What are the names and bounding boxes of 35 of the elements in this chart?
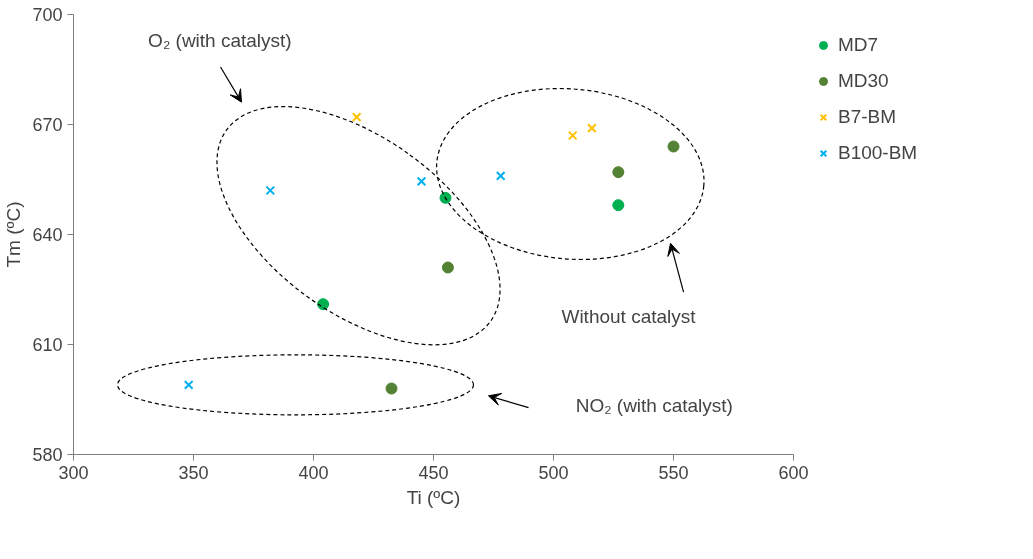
x-axis-title: Ti (ºC) bbox=[406, 486, 461, 508]
point bbox=[385, 382, 398, 395]
legend-label: MD7 bbox=[838, 34, 879, 56]
point bbox=[317, 298, 330, 311]
legend-label: B100-BM bbox=[838, 142, 918, 164]
y-tick-label: 670 bbox=[32, 115, 63, 135]
y-axis-title: Tm (ºC) bbox=[3, 201, 25, 268]
y-tick-label: 700 bbox=[32, 5, 63, 25]
legend-label: B7-BM bbox=[838, 106, 897, 128]
x-tick-label: 500 bbox=[538, 462, 569, 483]
point bbox=[667, 140, 680, 153]
point bbox=[587, 123, 597, 134]
point bbox=[612, 199, 625, 212]
point bbox=[183, 379, 194, 390]
x-tick-label: 550 bbox=[658, 462, 689, 483]
y-tick-label: 640 bbox=[32, 225, 63, 245]
x-tick-label: 450 bbox=[418, 462, 449, 483]
point bbox=[567, 130, 578, 141]
legend-label: MD30 bbox=[838, 70, 889, 92]
point bbox=[441, 261, 454, 274]
x-tick-label: 300 bbox=[58, 462, 89, 483]
point bbox=[265, 185, 276, 196]
x-tick-label: 400 bbox=[298, 462, 329, 483]
annotation: Without catalyst bbox=[561, 305, 697, 327]
annotation: NO₂ (with catalyst) bbox=[575, 395, 733, 417]
point bbox=[351, 112, 362, 123]
x-tick-label: 600 bbox=[778, 462, 809, 483]
point bbox=[416, 176, 427, 187]
y-tick-label: 610 bbox=[32, 335, 63, 355]
point bbox=[495, 170, 506, 181]
point bbox=[612, 166, 625, 179]
annotation: O₂ (with catalyst) bbox=[148, 30, 292, 52]
y-tick-label: 580 bbox=[32, 445, 63, 465]
x-tick-label: 350 bbox=[178, 462, 209, 483]
point bbox=[439, 191, 452, 204]
